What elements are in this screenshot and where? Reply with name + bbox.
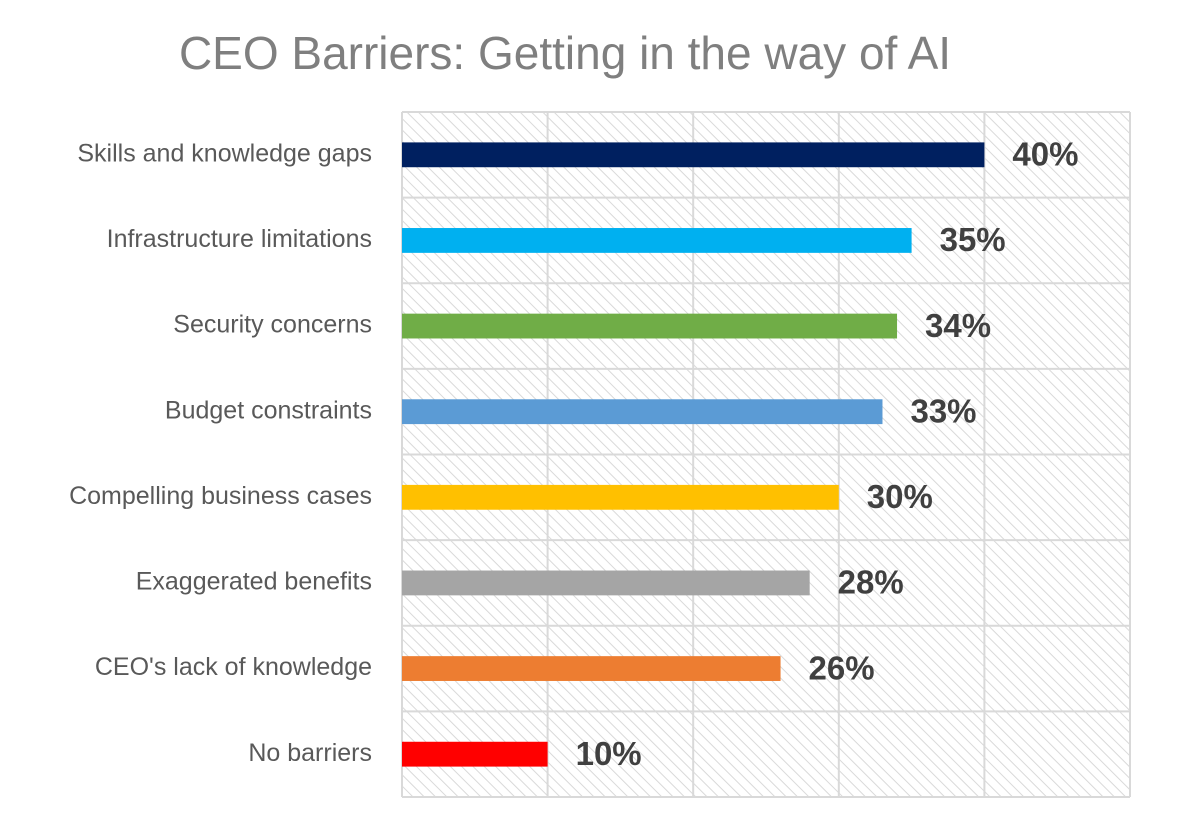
data-label: 35%: [940, 221, 1006, 258]
chart-title: CEO Barriers: Getting in the way of AI: [178, 27, 952, 79]
category-label: Compelling business cases: [69, 482, 372, 510]
bar: [402, 656, 781, 681]
category-label: Security concerns: [173, 311, 372, 339]
data-label: 40%: [1012, 136, 1078, 173]
category-label: CEO's lack of knowledge: [95, 653, 372, 681]
bar: [402, 399, 883, 425]
data-label: 33%: [910, 392, 976, 429]
bar: [402, 142, 985, 168]
bar: [402, 570, 810, 596]
category-label: Infrastructure limitations: [107, 225, 372, 253]
category-label: No barriers: [248, 739, 372, 767]
category-label: Budget constraints: [165, 396, 372, 424]
bar: [402, 313, 898, 339]
data-label: 34%: [925, 307, 991, 344]
data-label: 10%: [576, 735, 642, 772]
bar: [402, 741, 548, 767]
data-label: 28%: [838, 564, 904, 601]
category-label: Exaggerated benefits: [136, 568, 372, 596]
bar: [402, 228, 912, 253]
bar: [402, 484, 839, 510]
data-label: 26%: [809, 649, 875, 686]
category-label: Skills and knowledge gaps: [77, 139, 372, 167]
data-label: 30%: [867, 478, 933, 515]
